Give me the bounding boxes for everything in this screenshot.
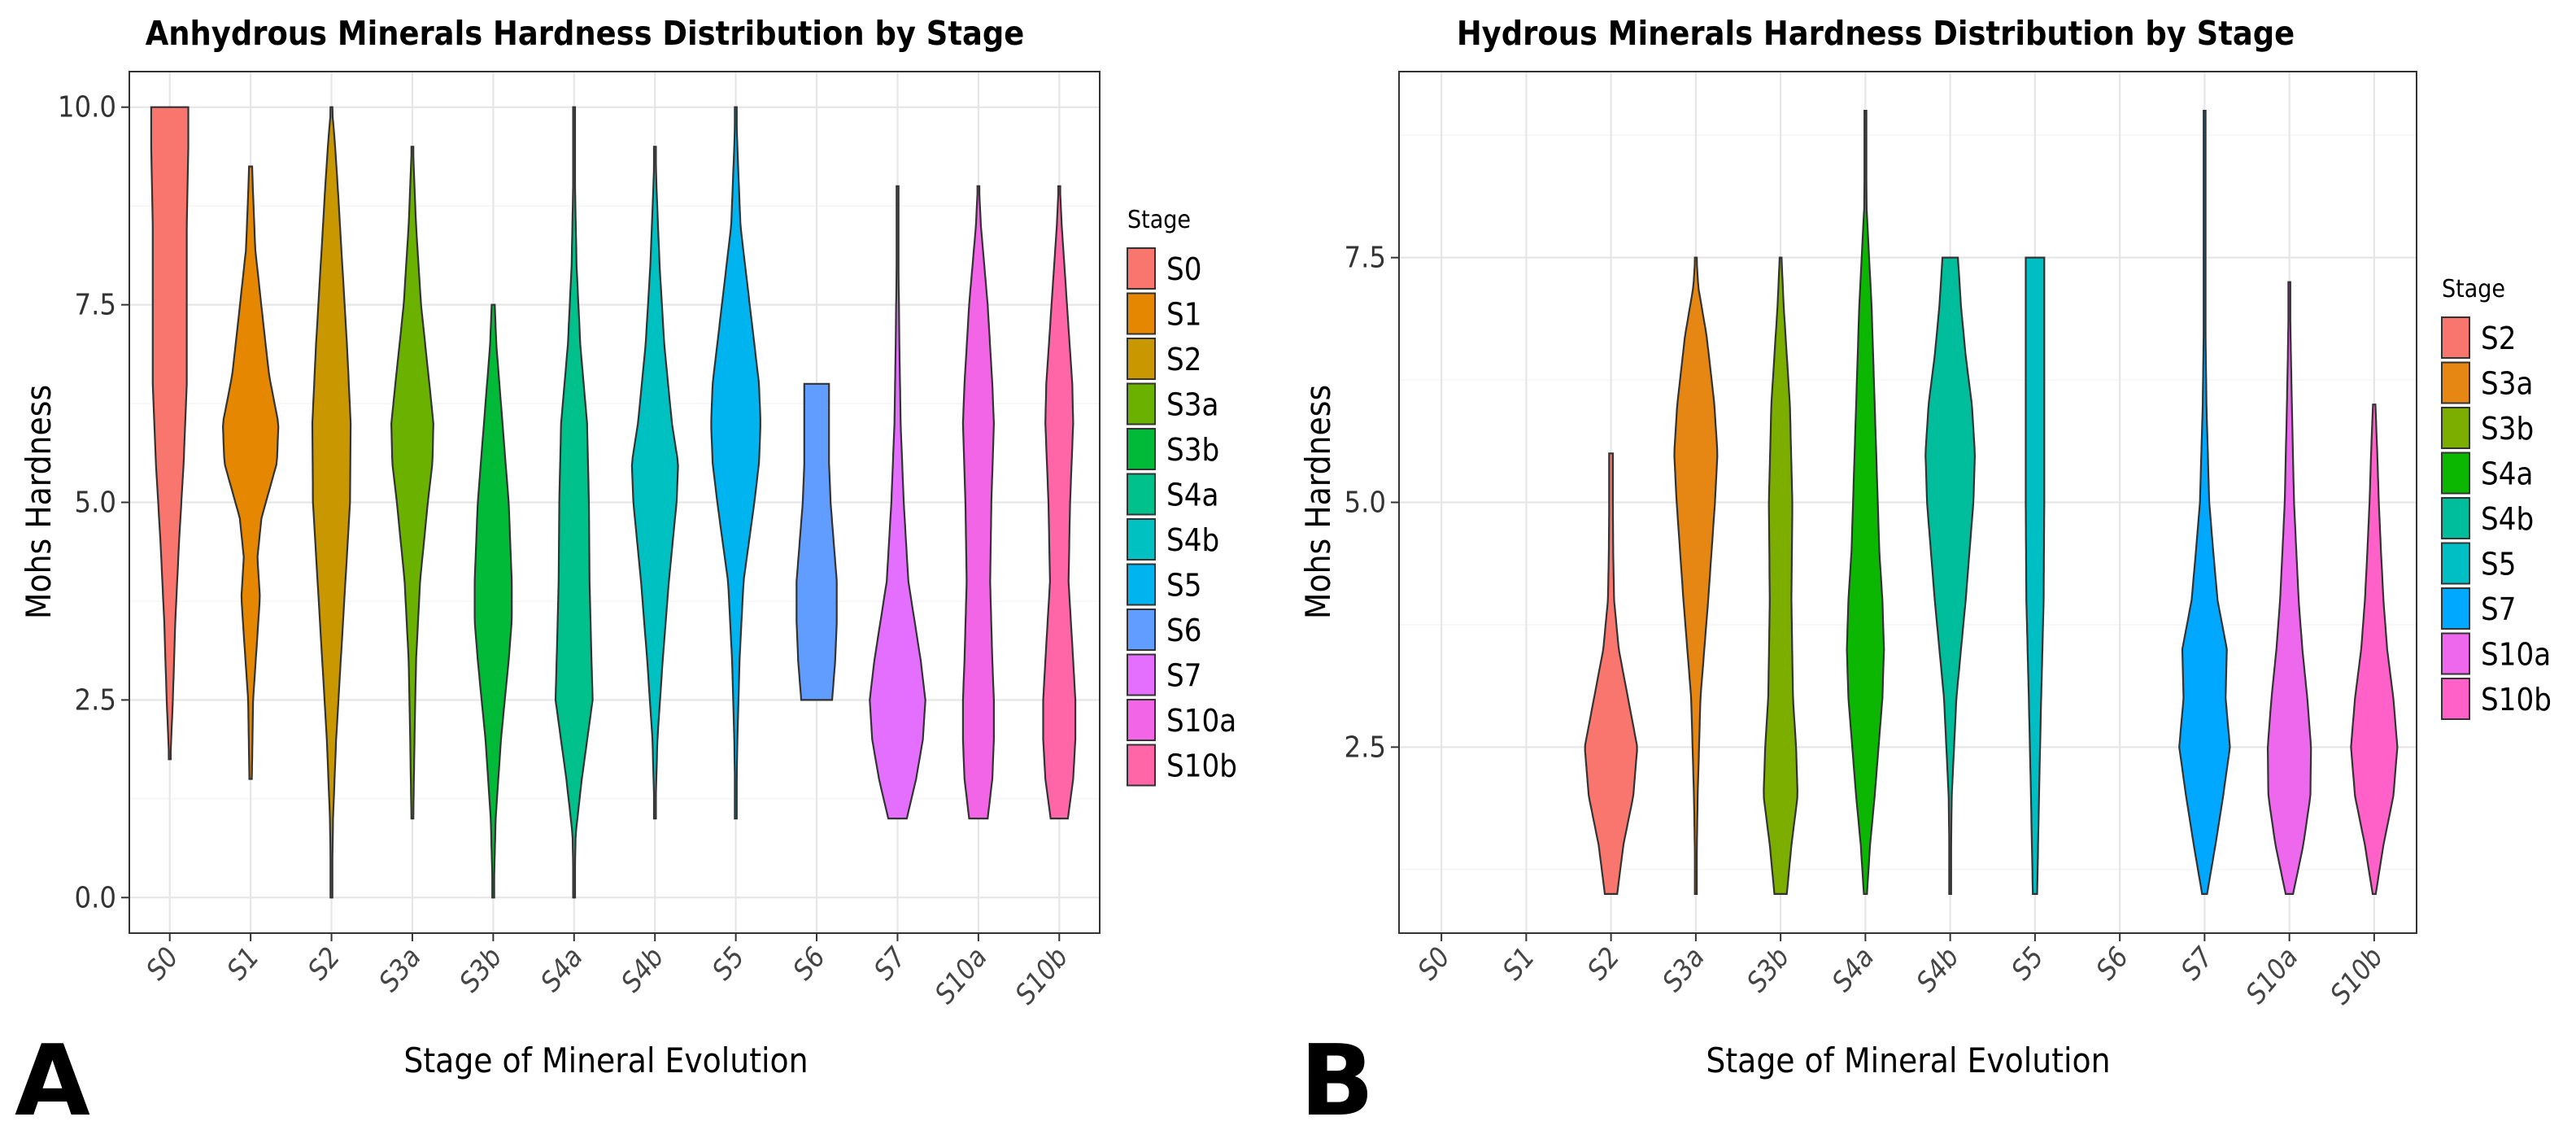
legend-swatch-s5: [2441, 542, 2470, 585]
legend-label-s4b: S4b: [1166, 522, 1219, 558]
violin-s6: [795, 382, 838, 701]
legend-label-s10a: S10a: [1166, 703, 1236, 739]
violin-s2: [1584, 452, 1638, 895]
legend-label-s3a: S3a: [1166, 387, 1218, 423]
violin-s10b: [2350, 404, 2399, 895]
legend-label-s7: S7: [2481, 591, 2516, 627]
panel-a-legend: Stage S0 S1 S2 S3a S3b S4a S4b S5 S6 S7 S10a S10b: [1127, 206, 1237, 787]
panel-b-y-axis-title: Mohs Hardness: [1298, 385, 1338, 619]
violin-s2: [311, 106, 352, 899]
violin-s10b: [1042, 185, 1077, 820]
panel-b-x-axis-title: Stage of Mineral Evolution: [1706, 1041, 2110, 1080]
legend-swatch-s3b: [1127, 428, 1156, 470]
legend-title: Stage: [2442, 275, 2505, 303]
violin-s3a: [390, 146, 434, 820]
legend-swatch-s10b: [1127, 744, 1156, 787]
legend-label-s2: S2: [1166, 342, 1201, 377]
panel-a-violins: [150, 106, 1077, 899]
legend-swatch-s7: [1127, 653, 1156, 696]
violin-s10a: [961, 185, 996, 820]
violin-s4b: [630, 146, 679, 820]
violin-s1: [221, 165, 280, 780]
violin-s3a: [1673, 256, 1719, 895]
legend-swatch-s3b: [2441, 407, 2470, 449]
legend-title: Stage: [1127, 206, 1191, 234]
legend-label-s3b: S3b: [1166, 432, 1219, 468]
legend-swatch-s4a: [1127, 473, 1156, 516]
violin-s4a: [554, 106, 594, 899]
legend-swatch-s7: [2441, 587, 2470, 630]
y-tick-label: 10.0: [58, 91, 116, 124]
legend-swatch-s4a: [2441, 452, 2470, 495]
y-tick-label: 5.0: [1345, 486, 1387, 520]
panel-b-legend: Stage S2 S3a S3b S4a S4b S5 S7 S10a S10b: [2441, 275, 2552, 720]
legend-label-s7: S7: [1166, 658, 1201, 694]
panel-label-b: B: [1300, 1025, 1374, 1130]
legend-label-s3b: S3b: [2481, 411, 2534, 447]
legend-label-s10a: S10a: [2481, 637, 2551, 673]
y-tick-label: 5.0: [75, 486, 117, 520]
panel-a-y-axis-title: Mohs Hardness: [19, 385, 59, 619]
legend-swatch-s5: [1127, 563, 1156, 606]
legend-label-s4b: S4b: [2481, 501, 2534, 537]
violin-s5: [710, 106, 761, 820]
legend-swatch-s3a: [2441, 361, 2470, 404]
legend-label-s0: S0: [1166, 251, 1201, 287]
legend-label-s6: S6: [1166, 613, 1201, 648]
legend-label-s5: S5: [1166, 568, 1201, 604]
y-tick-label: 2.5: [1345, 731, 1387, 764]
legend-label-s10b: S10b: [2481, 682, 2552, 718]
panel-b-chart: Hydrous Minerals Hardness Distribution b…: [1298, 14, 2552, 1130]
panel-b-violins: [1584, 110, 2399, 895]
violin-s4b: [1924, 256, 1977, 895]
legend-label-s10b: S10b: [1166, 748, 1237, 784]
violin-s10a: [2266, 281, 2312, 895]
legend-swatch-s6: [1127, 609, 1156, 651]
violin-s7: [869, 185, 926, 820]
panel-a-y-ticks: 0.0 2.5 5.0 7.5 10.0: [58, 91, 129, 914]
legend-swatch-s2: [1127, 338, 1156, 380]
violin-s3b: [1763, 256, 1798, 895]
legend-label-s2: S2: [2481, 321, 2516, 356]
legend-swatch-s4b: [1127, 518, 1156, 561]
legend-label-s4a: S4a: [2481, 456, 2533, 492]
legend-label-s4a: S4a: [1166, 478, 1218, 513]
legend-label-s1: S1: [1166, 297, 1201, 333]
violin-s4a: [1846, 110, 1885, 895]
legend-label-s3a: S3a: [2481, 366, 2533, 402]
panel-b-y-ticks: 2.5 5.0 7.5: [1345, 242, 1399, 764]
legend-swatch-s2: [2441, 316, 2470, 359]
legend-swatch-s1: [1127, 292, 1156, 335]
legend-swatch-s10a: [2441, 632, 2470, 675]
legend-swatch-s4b: [2441, 497, 2470, 539]
violin-s7: [2178, 110, 2231, 895]
y-tick-label: 2.5: [75, 683, 117, 717]
legend-swatch-s10a: [1127, 699, 1156, 741]
panel-b-title: Hydrous Minerals Hardness Distribution b…: [1457, 14, 2295, 53]
panel-a-title: Anhydrous Minerals Hardness Distribution…: [146, 14, 1025, 53]
violin-s5: [2025, 256, 2046, 895]
legend-swatch-s3a: [1127, 382, 1156, 425]
y-tick-label: 7.5: [1345, 242, 1387, 275]
legend-swatch-s10b: [2441, 678, 2470, 720]
violin-s0: [150, 106, 190, 761]
y-tick-label: 0.0: [75, 881, 117, 914]
legend-swatch-s0: [1127, 247, 1156, 290]
violin-s3b: [473, 303, 513, 899]
panel-label-a: A: [15, 1025, 90, 1130]
panel-a-chart: Anhydrous Minerals Hardness Distribution…: [15, 14, 1237, 1130]
panel-a-x-axis-title: Stage of Mineral Evolution: [403, 1041, 808, 1080]
legend-label-s5: S5: [2481, 547, 2516, 582]
y-tick-label: 7.5: [75, 289, 117, 322]
